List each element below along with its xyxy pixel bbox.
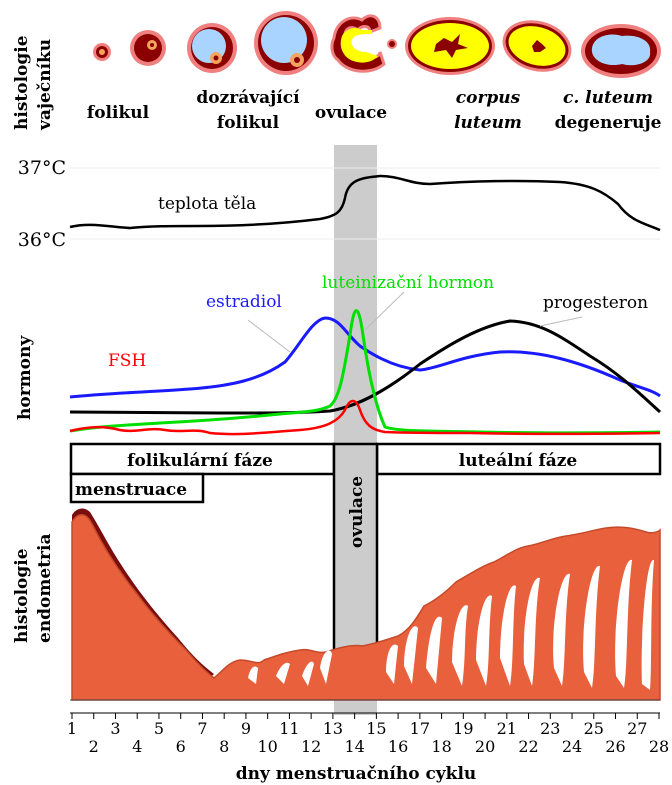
x-tick-label: 17 <box>410 719 430 738</box>
temperature-label: teplota těla <box>158 194 256 214</box>
temperature-curve <box>69 174 661 232</box>
follicle-small-image <box>93 43 111 61</box>
lh-leader-line <box>364 291 405 331</box>
x-tick-label: 19 <box>453 719 473 738</box>
follicle-maturing-image-2 <box>254 11 318 75</box>
corpus-luteum-image <box>405 17 495 75</box>
x-tick-label: 2 <box>89 737 99 756</box>
stage-label-follicle: folikul <box>87 103 150 123</box>
x-tick-label: 27 <box>627 719 647 738</box>
temperature-section: 37°C 36°C teplota těla <box>18 157 661 251</box>
follicle-primary-image <box>130 30 166 66</box>
x-tick-label: 13 <box>323 719 343 738</box>
stage-label-maturing-line1: dozrávající <box>196 88 300 108</box>
x-tick-label: 9 <box>241 719 251 738</box>
x-tick-label: 25 <box>584 719 604 738</box>
estradiol-label: estradiol <box>206 292 282 312</box>
endometrium-side-label-line2: endometria <box>35 534 55 644</box>
x-tick-label: 1 <box>67 719 77 738</box>
ovulation-phase-label: ovulace <box>347 476 367 548</box>
progesterone-leader-line <box>539 316 583 327</box>
ovary-side-label-line1: histologie <box>12 35 32 130</box>
endometrium-side-label-line1: histologie <box>12 548 32 643</box>
x-axis: 1234567891011121314151617181920212223242… <box>67 712 669 784</box>
luteal-phase-box <box>375 442 662 476</box>
luteal-phase-label: luteální fáze <box>459 451 578 471</box>
progesterone-label: progesteron <box>543 293 648 313</box>
x-axis-title: dny menstruačního cyklu <box>236 764 477 784</box>
x-tick-label: 21 <box>497 719 517 738</box>
x-tick-label: 24 <box>562 737 582 756</box>
follicular-phase-box <box>69 442 336 476</box>
hormone-side-label: hormony <box>15 335 35 420</box>
stage-label-maturing-line2: folikul <box>217 113 280 133</box>
estradiol-curve <box>69 316 661 399</box>
endometrium-tissue <box>71 514 661 701</box>
menstruation-box <box>69 472 205 504</box>
fsh-label: FSH <box>108 351 146 371</box>
x-tick-label: 7 <box>197 719 207 738</box>
stage-label-ovulation: ovulace <box>315 103 387 123</box>
endometrium-section: histologie endometria <box>12 508 661 701</box>
menstruation-label: menstruace <box>75 480 187 500</box>
x-tick-label: 6 <box>176 737 186 756</box>
temp-tick-36: 36°C <box>18 229 66 251</box>
x-axis-ticks: 1234567891011121314151617181920212223242… <box>67 713 669 756</box>
x-tick-label: 4 <box>132 737 142 756</box>
ovulation-rupture-image <box>330 14 397 73</box>
x-tick-label: 28 <box>649 737 669 756</box>
follicle-maturing-image-1 <box>187 23 237 73</box>
x-tick-label: 12 <box>301 737 321 756</box>
endometrial-glands <box>248 559 654 690</box>
follicular-phase-label: folikulární fáze <box>127 451 273 471</box>
x-tick-label: 16 <box>388 737 408 756</box>
ovary-side-label-line2: vaječníku <box>35 39 55 131</box>
hormone-section: hormony estradiol luteinizační hormon pr… <box>15 273 662 436</box>
corpus-luteum-shrinking-image <box>502 20 572 72</box>
luteinizing-hormone-label: luteinizační hormon <box>322 273 494 293</box>
x-tick-label: 15 <box>366 719 386 738</box>
stage-label-degenerating-line2: degeneruje <box>555 113 662 133</box>
stage-label-corpus-luteum-line1: corpus <box>456 88 521 108</box>
x-tick-label: 10 <box>257 737 277 756</box>
x-tick-label: 23 <box>540 719 560 738</box>
fsh-curve <box>69 399 661 436</box>
x-tick-label: 3 <box>110 719 120 738</box>
stage-label-corpus-luteum-line2: luteum <box>454 113 522 133</box>
x-tick-label: 22 <box>518 737 538 756</box>
x-tick-label: 8 <box>219 737 229 756</box>
progesterone-curve <box>69 319 662 415</box>
corpus-albicans-image <box>581 24 661 78</box>
estradiol-leader-line <box>247 319 291 353</box>
x-tick-label: 14 <box>344 737 364 756</box>
x-tick-label: 5 <box>154 719 164 738</box>
ovary-histology-section: histologie vaječníku <box>12 11 662 133</box>
x-tick-label: 18 <box>431 737 451 756</box>
x-tick-label: 20 <box>475 737 495 756</box>
stage-label-degenerating-line1: c. luteum <box>563 88 653 108</box>
temp-tick-37: 37°C <box>18 157 66 179</box>
x-tick-label: 26 <box>605 737 625 756</box>
x-tick-label: 11 <box>279 719 299 738</box>
